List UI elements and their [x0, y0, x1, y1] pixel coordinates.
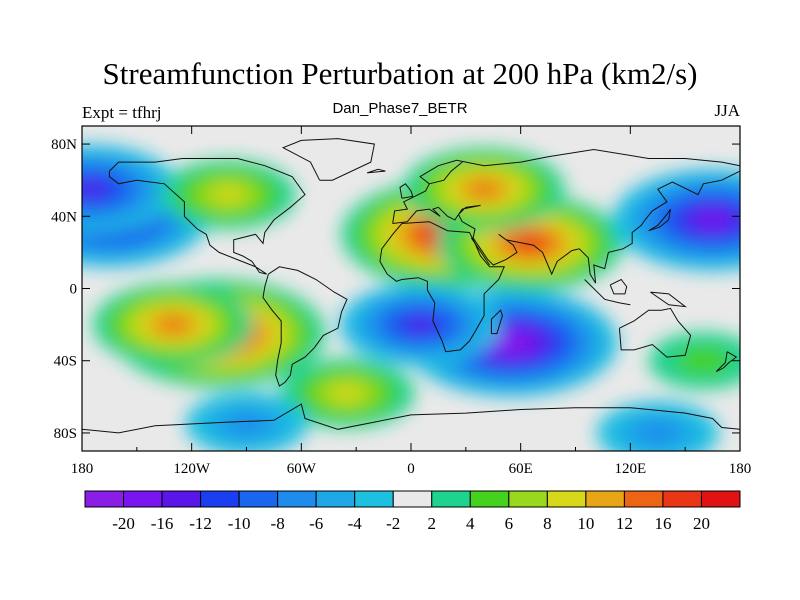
chart-title: Streamfunction Perturbation at 200 hPa (… — [102, 56, 698, 91]
y-tick-label-1: 40N — [51, 209, 77, 225]
y-tick-label-3: 40S — [54, 354, 77, 370]
colorbar-label-6: -4 — [348, 514, 363, 533]
y-tick-label-0: 80N — [51, 137, 77, 153]
colorbar-box-10 — [469, 490, 510, 508]
colorbar-box-4 — [238, 490, 279, 508]
field-contour-north-pacific-low-2-5 — [82, 181, 106, 197]
colorbar-box-11 — [508, 490, 548, 508]
colorbar-box-6 — [315, 490, 356, 508]
colorbar-label-11: 8 — [543, 514, 552, 533]
colorbar-box-13 — [585, 490, 625, 508]
x-tick-label-6: 180 — [729, 461, 752, 477]
season-label: JJA — [714, 101, 740, 120]
colorbar-box-0 — [84, 490, 125, 508]
field-contour-west-pacific-low-6 — [698, 212, 727, 228]
colorbar-box-12 — [546, 490, 587, 508]
field-contour-asia-high-6 — [516, 236, 544, 251]
colorbar-box-1 — [123, 490, 163, 508]
colorbar-label-13: 12 — [616, 514, 633, 533]
colorbar-box-7 — [354, 490, 394, 508]
coastline-6 — [399, 183, 414, 199]
x-tick-label-3: 0 — [407, 461, 415, 477]
field-contour-south-atlantic-indian-low-7 — [498, 335, 525, 350]
field-contour-north-america-high-3 — [211, 185, 246, 204]
colorbar-label-2: -12 — [189, 514, 212, 533]
field-contour-southwest-pacific-high-1 — [676, 346, 731, 375]
coastline-4 — [392, 148, 740, 224]
x-axis: 180 120W 60W 0 60E 120E 180 — [71, 126, 752, 477]
y-axis: 80N 40N 0 40S 80S — [51, 137, 740, 442]
coastline-9 — [618, 307, 692, 358]
coastline-5 — [392, 170, 740, 284]
field-contour-south-pacific-high-2-5 — [159, 317, 187, 332]
coastline-13 — [609, 278, 628, 295]
coastline-12 — [584, 279, 631, 306]
colorbar-label-4: -8 — [271, 514, 285, 533]
coastline-10 — [715, 351, 738, 373]
colorbar-label-1: -16 — [151, 514, 174, 533]
coastline-8 — [470, 237, 491, 266]
colorbar-label-3: -10 — [228, 514, 251, 533]
colorbar-box-8 — [392, 490, 433, 508]
x-tick-label-2: 60W — [287, 461, 317, 477]
field-contour-europe-high-5 — [470, 182, 498, 197]
colorbar-label-0: -20 — [112, 514, 135, 533]
coastline-3 — [379, 221, 505, 353]
colorbar-label-10: 6 — [505, 514, 514, 533]
experiment-label: Expt = tfhrj — [82, 103, 162, 122]
coastline-17 — [366, 168, 386, 174]
colorbar-label-8: 2 — [428, 514, 437, 533]
coastlines — [82, 138, 740, 434]
colorbar-label-12: 10 — [577, 514, 594, 533]
colorbar-box-14 — [623, 490, 664, 508]
coastline-7 — [429, 161, 463, 185]
colorbar-box-9 — [431, 490, 471, 508]
coastline-11 — [490, 309, 503, 335]
colorbar-box-5 — [277, 490, 317, 508]
field-contour-antarctic-low-2-2 — [637, 422, 679, 444]
field-contour-south-atlantic-high-3 — [330, 384, 364, 402]
colorbar-label-5: -6 — [309, 514, 323, 533]
colorbar-label-14: 16 — [654, 514, 671, 533]
colorbar-box-16 — [700, 490, 741, 508]
colorbar-label-7: -2 — [386, 514, 400, 533]
y-tick-label-2: 0 — [70, 282, 78, 298]
coastline-0 — [108, 158, 306, 275]
field-contour-south-atlantic-low-5 — [406, 317, 434, 332]
x-tick-label-1: 120W — [173, 461, 211, 477]
coastline-2 — [262, 266, 348, 387]
y-tick-label-4: 80S — [54, 426, 77, 442]
x-tick-label-5: 120E — [614, 461, 646, 477]
field-contour-antarctic-low-2 — [226, 413, 267, 435]
colorbar-box-2 — [161, 490, 202, 508]
colorbar-label-15: 20 — [693, 514, 710, 533]
coastline-15 — [648, 208, 671, 232]
x-tick-label-0: 180 — [71, 461, 94, 477]
coastline-14 — [650, 291, 687, 308]
colorbar-box-3 — [200, 490, 240, 508]
case-label: Dan_Phase7_BETR — [332, 100, 468, 117]
x-tick-label-4: 60E — [509, 461, 533, 477]
colorbar-label-9: 4 — [466, 514, 475, 533]
colorbar-box-15 — [662, 490, 702, 508]
coastline-16 — [82, 403, 740, 434]
coastline-1 — [281, 138, 375, 181]
